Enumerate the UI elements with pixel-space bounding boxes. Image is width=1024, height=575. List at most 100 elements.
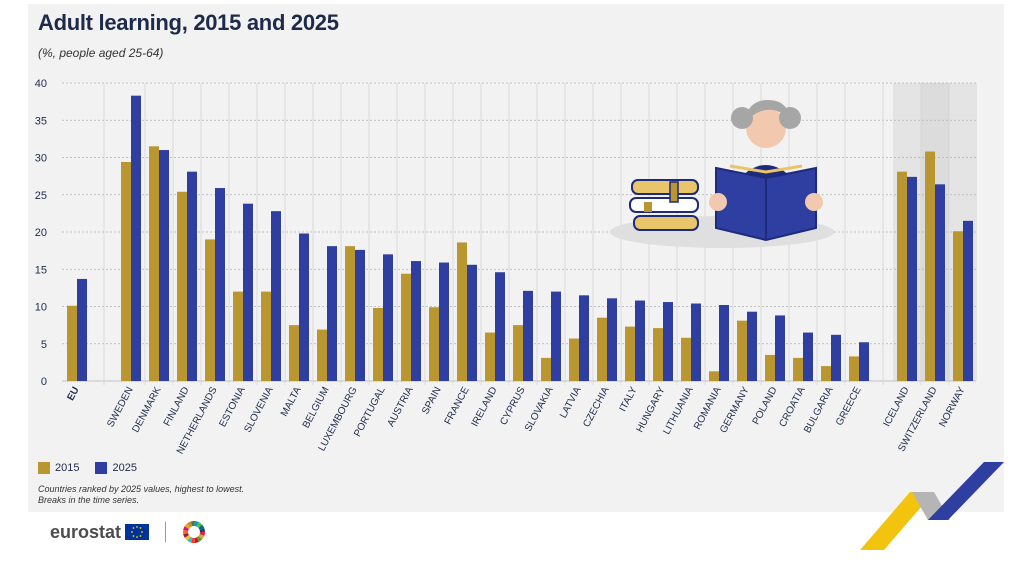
legend-item-2015: 2015 <box>38 462 79 474</box>
x-tick-label: LITHUANIA <box>661 385 695 437</box>
bar-2025-romania <box>719 305 729 381</box>
sdg-wheel-segment <box>198 524 205 530</box>
legend-swatch-2015 <box>38 462 50 474</box>
bar-2025-sweden <box>131 95 141 381</box>
y-tick-label: 15 <box>35 264 47 276</box>
legend-swatch-2025 <box>95 462 108 474</box>
bar-2015-netherlands <box>205 239 215 381</box>
reading-person-icon <box>709 100 823 242</box>
y-tick-label: 20 <box>35 227 47 239</box>
bar-2015-norway <box>953 231 963 381</box>
bar-2025-denmark <box>159 150 169 381</box>
bar-2015-belgium <box>317 329 327 381</box>
bar-2025-hungary <box>663 302 673 381</box>
bar-2015-slovenia <box>261 291 271 381</box>
bar-2015-greece <box>849 356 859 381</box>
legend-label-2025: 2025 <box>112 462 137 474</box>
x-tick-label: GREECE <box>834 385 864 428</box>
x-tick-label: LATVIA <box>558 385 584 420</box>
bar-2015-portugal <box>373 307 383 381</box>
sdg-wheel-segment <box>187 536 193 543</box>
eurostat-corner-chevron-icon <box>860 462 1004 550</box>
bar-2025-latvia <box>579 295 589 381</box>
sdg-wheel-segment <box>184 535 191 541</box>
bar-2025-slovenia <box>271 211 281 381</box>
bar-2015-romania <box>709 371 719 381</box>
x-tick-label: BELGIUM <box>301 385 332 430</box>
sdg-wheel-segment <box>183 526 189 531</box>
bar-2015-sweden <box>121 161 131 381</box>
sdg-wheel-segment <box>191 521 196 527</box>
bar-2025-portugal <box>383 254 393 381</box>
chart-bars <box>67 95 973 381</box>
sdg-wheel-segment <box>196 522 203 528</box>
bar-2015-poland <box>765 354 775 381</box>
bar-2025-iceland <box>907 176 917 381</box>
bar-2025-lithuania <box>691 303 701 381</box>
x-tick-label: SPAIN <box>420 385 443 416</box>
sdg-wheel-segment <box>183 533 189 538</box>
eu-flag-icon <box>125 524 150 540</box>
chart-legend: 2015 2025 <box>38 462 137 474</box>
y-tick-label: 25 <box>35 190 47 202</box>
books-stack-icon <box>629 179 699 231</box>
bar-2025-cyprus <box>523 290 533 381</box>
bar-2015-germany <box>737 320 747 381</box>
x-tick-label: GERMANY <box>718 385 752 435</box>
x-tick-label: CZECHIA <box>581 385 611 429</box>
x-tick-label: ICELAND <box>882 385 912 428</box>
y-axis: 0 5 10 15 20 25 30 35 40 <box>35 78 47 388</box>
bar-2025-estonia <box>243 203 253 381</box>
x-tick-label: IRELAND <box>470 385 500 428</box>
legend-label-2015: 2015 <box>55 462 80 474</box>
bar-2025-spain <box>439 262 449 381</box>
bar-2025-ireland <box>495 272 505 381</box>
x-tick-label: BULGARIA <box>802 385 836 435</box>
x-tick-label: FRANCE <box>443 385 472 427</box>
bar-2025-croatia <box>803 332 813 381</box>
y-tick-label: 35 <box>35 115 47 127</box>
bar-2015-hungary <box>653 328 663 381</box>
bar-2025-luxembourg <box>355 249 365 381</box>
bar-2015-finland <box>177 191 187 381</box>
x-tick-label: AUSTRIA <box>386 385 416 429</box>
chart-notes: Countries ranked by 2025 values, highest… <box>38 484 244 506</box>
bar-2015-eu <box>67 305 77 381</box>
bar-2015-switzerland <box>925 151 935 381</box>
chart-subtitle: (%, people aged 25-64) <box>38 46 164 60</box>
bar-2015-austria <box>401 273 411 381</box>
x-tick-label: CROATIA <box>777 385 807 429</box>
sdg-wheel-segment <box>183 529 189 535</box>
footer: eurostat <box>50 520 206 544</box>
y-tick-label: 0 <box>41 376 47 388</box>
bar-2015-luxembourg <box>345 246 355 381</box>
bar-2015-czechia <box>597 317 607 381</box>
bar-2025-czechia <box>607 298 617 381</box>
x-axis: EU SWEDENDENMARKFINLANDNETHERLANDSESTONIA… <box>65 385 967 456</box>
reader-illustration-icon <box>610 100 834 248</box>
footer-separator <box>165 522 167 542</box>
sdg-wheel-segment <box>187 521 193 528</box>
bar-2015-latvia <box>569 338 579 381</box>
bar-2025-belgium <box>327 246 337 381</box>
sdg-wheel-segment <box>199 532 206 536</box>
bar-2015-croatia <box>793 357 803 381</box>
bar-2025-poland <box>775 315 785 381</box>
x-tick-label: EU <box>65 385 81 402</box>
bar-2025-eu <box>77 278 87 381</box>
bar-2025-finland <box>187 171 197 381</box>
sdg-wheel-segment <box>184 523 191 529</box>
bar-2025-austria <box>411 261 421 381</box>
x-tick-label: SWEDEN <box>105 385 135 429</box>
x-tick-label: POLAND <box>751 385 780 426</box>
y-tick-label: 5 <box>41 339 47 351</box>
sdg-wheel-segment <box>191 537 196 543</box>
bar-2015-estonia <box>233 291 243 381</box>
bar-2025-slovakia <box>551 291 561 381</box>
x-tick-label: SLOVAKIA <box>523 385 556 433</box>
sdg-wheel-segment <box>196 536 203 542</box>
bar-2015-lithuania <box>681 337 691 381</box>
y-tick-label: 40 <box>35 78 47 90</box>
sdg-wheel-segment <box>194 521 199 527</box>
